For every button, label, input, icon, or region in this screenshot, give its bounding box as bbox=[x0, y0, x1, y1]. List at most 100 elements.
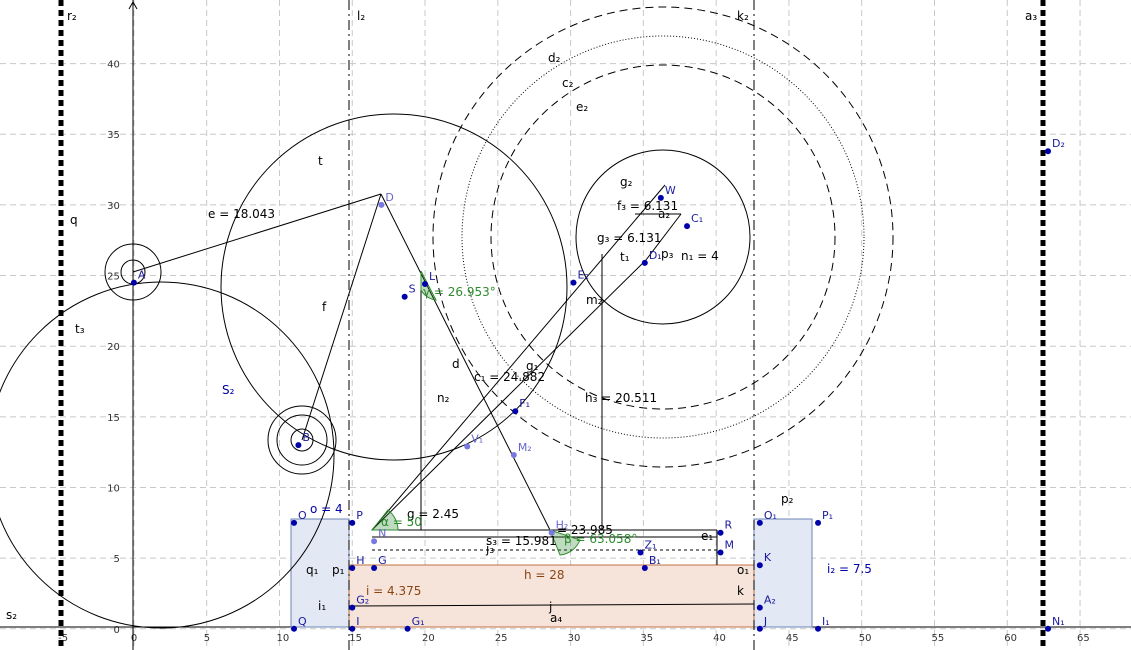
point-label: P bbox=[356, 509, 363, 522]
circle-B-inner[interactable] bbox=[290, 428, 314, 452]
x-tick-label: 10 bbox=[276, 633, 289, 644]
label-p3: p₃ bbox=[661, 247, 674, 261]
segment-f[interactable] bbox=[301, 193, 382, 441]
point-5[interactable] bbox=[512, 408, 519, 415]
angle-beta[interactable] bbox=[549, 529, 581, 556]
circle-e2[interactable] bbox=[490, 64, 836, 410]
angle-alpha[interactable] bbox=[370, 509, 399, 531]
label-j3: j₃ bbox=[485, 542, 494, 556]
segment-j[interactable] bbox=[348, 603, 755, 607]
point-32[interactable] bbox=[1045, 148, 1052, 155]
point-label: C₁ bbox=[691, 212, 703, 225]
point-25[interactable] bbox=[756, 604, 763, 611]
point-14[interactable] bbox=[371, 538, 378, 545]
circle-t3[interactable] bbox=[0, 281, 335, 629]
point-29[interactable] bbox=[684, 223, 691, 230]
point-label: N bbox=[378, 527, 386, 540]
point-label: D bbox=[385, 191, 393, 204]
label-n2: n₂ bbox=[437, 391, 450, 405]
label-a4: a₄ bbox=[550, 611, 562, 625]
point-11[interactable] bbox=[349, 625, 356, 632]
point-31[interactable] bbox=[570, 279, 577, 286]
label-S2: S₂ bbox=[222, 383, 235, 397]
point-label: K bbox=[764, 551, 772, 564]
point-22[interactable] bbox=[815, 519, 822, 526]
point-16[interactable] bbox=[641, 565, 648, 572]
x-tick-label: 60 bbox=[1004, 633, 1017, 644]
point-label: W bbox=[665, 184, 676, 197]
point-8[interactable] bbox=[291, 519, 298, 526]
segment-d[interactable] bbox=[380, 193, 551, 531]
point-20[interactable] bbox=[756, 562, 763, 569]
point-23[interactable] bbox=[756, 625, 763, 632]
point-1[interactable] bbox=[295, 442, 302, 449]
value-o: o = 4 bbox=[310, 502, 343, 516]
label-o1: o₁ bbox=[737, 563, 749, 577]
y-tick-label: 25 bbox=[107, 272, 120, 283]
circle-t[interactable] bbox=[220, 113, 568, 461]
point-label: O₁ bbox=[764, 509, 777, 522]
point-label: P₁ bbox=[822, 509, 833, 522]
y-axis-arrow-icon bbox=[128, 0, 138, 10]
point-10[interactable] bbox=[291, 625, 298, 632]
segment-m2[interactable] bbox=[371, 259, 647, 531]
point-label: N₁ bbox=[1052, 615, 1065, 628]
point-label: I₁ bbox=[822, 615, 830, 628]
point-17[interactable] bbox=[637, 549, 644, 556]
point-33[interactable] bbox=[1045, 625, 1052, 632]
y-tick-label: 10 bbox=[107, 484, 120, 495]
point-18[interactable] bbox=[717, 529, 724, 536]
point-30[interactable] bbox=[641, 259, 648, 266]
point-label: J bbox=[763, 615, 767, 628]
label-k2: k₂ bbox=[737, 9, 749, 23]
point-2[interactable] bbox=[378, 201, 385, 208]
value-e-sub: = 23.985 bbox=[557, 523, 613, 537]
label-p2: p₂ bbox=[781, 492, 794, 506]
point-3[interactable] bbox=[401, 293, 408, 300]
point-13[interactable] bbox=[349, 565, 356, 572]
circle-A-outer[interactable] bbox=[104, 243, 162, 301]
point-0[interactable] bbox=[130, 279, 137, 286]
x-tick-label: 40 bbox=[713, 633, 726, 644]
point-27[interactable] bbox=[404, 625, 411, 632]
segment-p3[interactable] bbox=[645, 213, 682, 261]
circle-c2[interactable] bbox=[461, 35, 865, 439]
label-t3: t₃ bbox=[75, 322, 85, 336]
segment-e[interactable] bbox=[132, 193, 382, 273]
point-label: S bbox=[409, 283, 416, 296]
label-m2: m₂ bbox=[586, 293, 603, 307]
rect-right-blue[interactable] bbox=[753, 518, 813, 628]
point-label: G₂ bbox=[356, 594, 369, 607]
y-tick-label: 20 bbox=[107, 342, 120, 353]
point-6[interactable] bbox=[464, 443, 471, 450]
point-26[interactable] bbox=[349, 604, 356, 611]
point-12[interactable] bbox=[371, 565, 378, 572]
label-p1: p₁ bbox=[332, 563, 345, 577]
point-15[interactable] bbox=[548, 529, 555, 536]
point-21[interactable] bbox=[756, 519, 763, 526]
x-tick-label: 0 bbox=[131, 633, 137, 644]
angle-gamma[interactable] bbox=[420, 270, 437, 301]
point-label: H bbox=[356, 554, 364, 567]
value-i2: i₂ = 7.5 bbox=[827, 562, 872, 576]
value-gamma: γ = 26.953° bbox=[423, 285, 496, 299]
rect-orange[interactable] bbox=[348, 564, 755, 628]
circle-B-outer[interactable] bbox=[267, 405, 337, 475]
circle-n1[interactable] bbox=[575, 149, 751, 325]
point-label: A bbox=[138, 269, 146, 282]
x-tick-label: 25 bbox=[495, 633, 508, 644]
x-tick-label: 20 bbox=[422, 633, 435, 644]
point-19[interactable] bbox=[717, 549, 724, 556]
point-7[interactable] bbox=[510, 452, 517, 458]
point-9[interactable] bbox=[349, 519, 356, 526]
point-24[interactable] bbox=[815, 625, 822, 632]
circle-d2[interactable] bbox=[432, 6, 894, 468]
x-tick-label: 55 bbox=[931, 633, 944, 644]
point-label: I bbox=[356, 615, 359, 628]
y-tick-label: 30 bbox=[107, 201, 120, 212]
y-tick-label: 5 bbox=[114, 554, 120, 565]
circle-B-mid[interactable] bbox=[276, 414, 328, 466]
point-4[interactable] bbox=[422, 281, 429, 288]
point-28[interactable] bbox=[657, 194, 664, 201]
